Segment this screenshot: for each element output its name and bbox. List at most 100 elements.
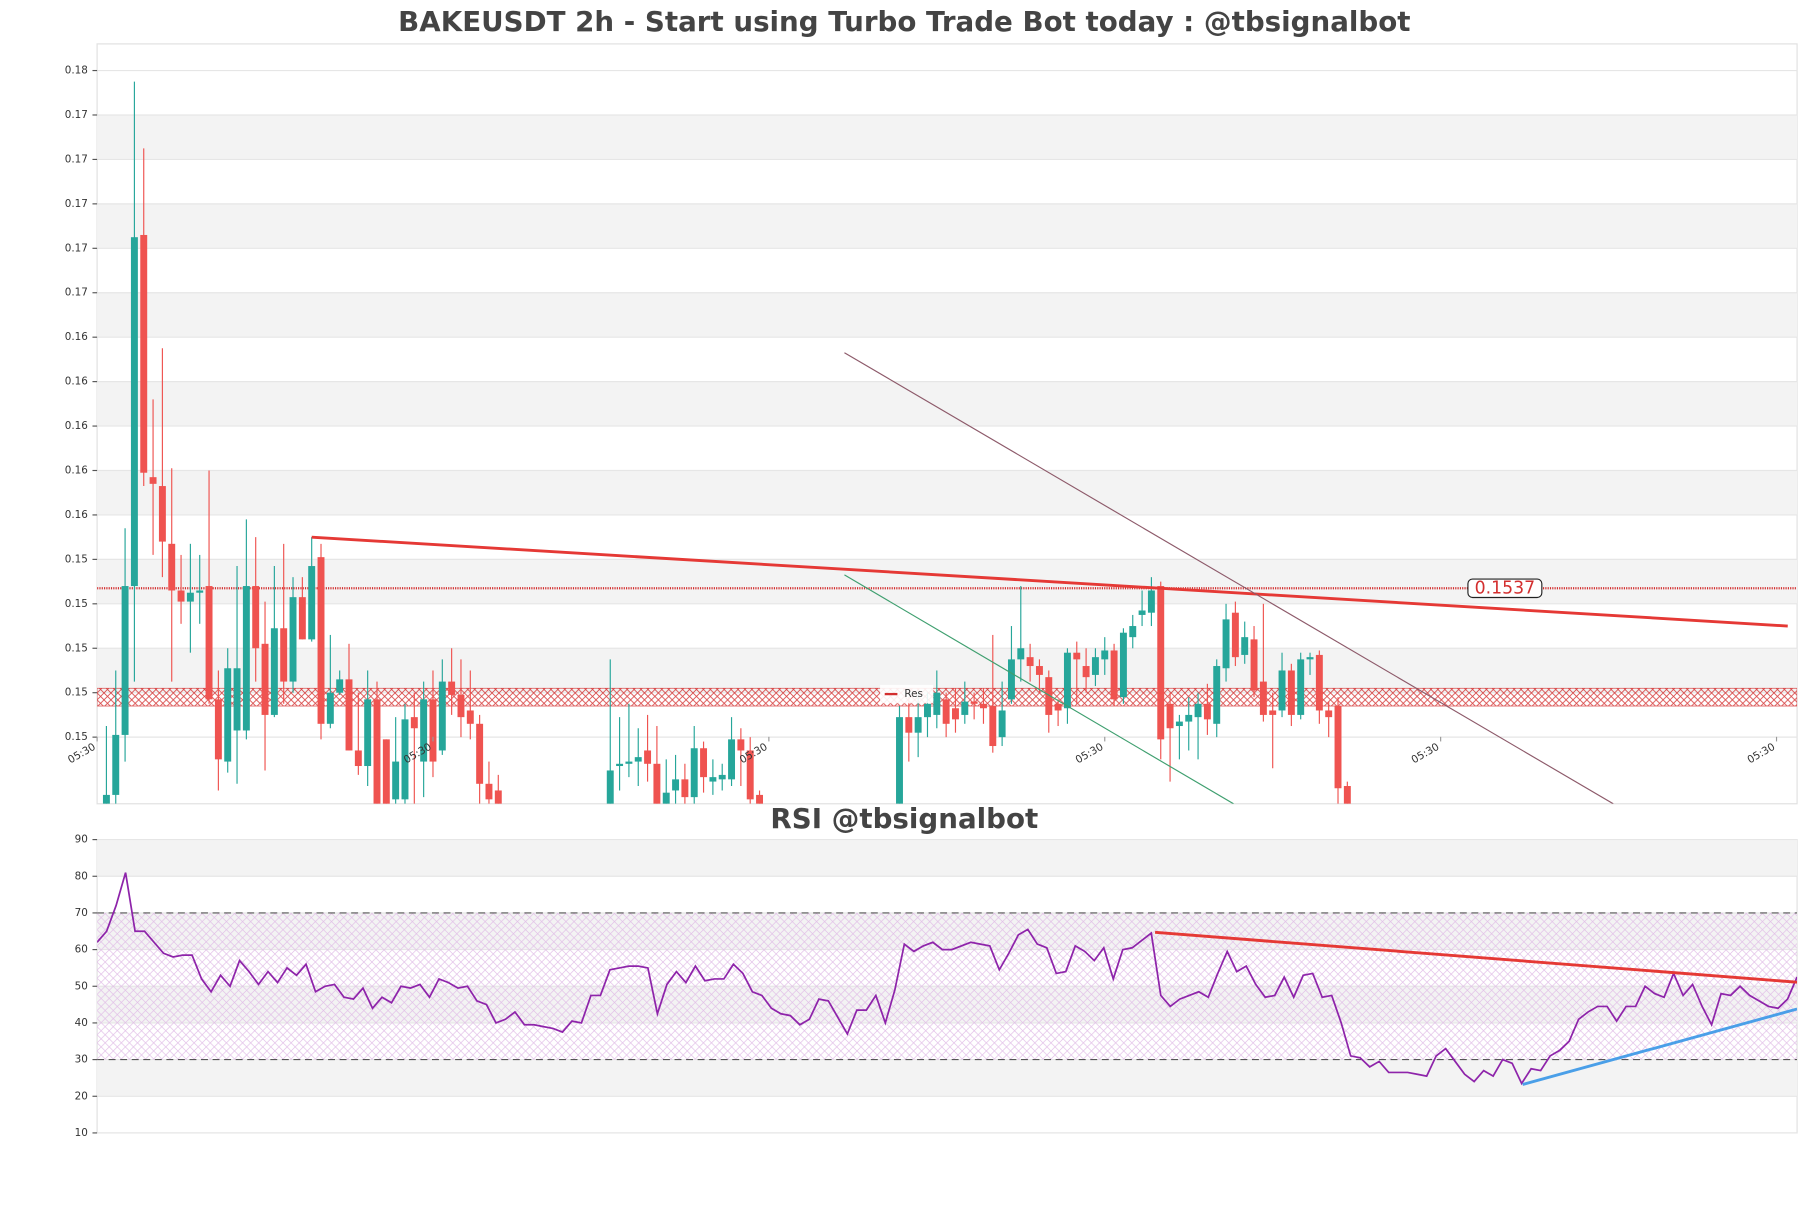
candle-body (1157, 586, 1165, 740)
candle-body (280, 628, 288, 682)
candle-body (1026, 657, 1034, 667)
trendline (844, 352, 1614, 804)
candle-body (242, 586, 250, 731)
candle-body (1082, 666, 1090, 678)
candle-body (364, 699, 372, 767)
candle-body (140, 234, 148, 473)
y-tick-label: 20 (75, 1090, 88, 1102)
candle-body (653, 763, 661, 804)
y-tick-label: 0.16 (65, 420, 88, 432)
candle-body (1343, 786, 1351, 804)
candle-body (158, 486, 166, 542)
candle-body (718, 774, 726, 780)
candle-body (1250, 639, 1258, 691)
y-tick-label: 0.16 (65, 376, 88, 388)
candle-body (345, 679, 353, 751)
candle-body (1222, 619, 1230, 669)
y-tick-label: 50 (75, 980, 88, 992)
candle-body (756, 794, 764, 804)
grid-band (97, 470, 1798, 515)
candle-body (102, 794, 110, 804)
candle-body (662, 792, 670, 804)
candle-body (644, 750, 652, 764)
candle-body (494, 790, 502, 804)
y-tick-label: 0.17 (65, 287, 88, 299)
candle-body (1007, 659, 1015, 700)
candle-body (1119, 632, 1127, 698)
candle-body (924, 703, 931, 718)
y-tick-label: 0.15 (65, 687, 88, 699)
y-tick-label: 0.17 (65, 153, 88, 165)
candle-body (1306, 657, 1314, 660)
candle-body (457, 694, 465, 718)
candle-body (914, 717, 922, 733)
candle-body (308, 566, 316, 640)
candle-body (989, 706, 997, 747)
candle-body (1334, 706, 1342, 789)
candle-body (196, 590, 204, 593)
candle-body (1166, 703, 1174, 729)
legend-label: Res (904, 688, 923, 700)
candle-body (112, 734, 120, 795)
candle-body (354, 750, 362, 767)
grid-band (97, 559, 1798, 604)
candle-body (1101, 650, 1109, 660)
candle-body (952, 708, 959, 720)
candle-body (961, 701, 969, 715)
candle-body (1259, 681, 1267, 715)
resistance-label: 0.1537 (1475, 578, 1536, 598)
trendline (1154, 930, 1798, 984)
candle-body (214, 699, 222, 760)
candle-body (317, 557, 325, 724)
y-tick-label: 0.18 (65, 65, 88, 77)
rsi-plot (97, 872, 1798, 1086)
legend-box (880, 684, 934, 704)
candle-body (252, 586, 260, 649)
y-tick-label: 90 (75, 834, 88, 846)
rsi-band (97, 912, 1798, 1060)
candle-body (1129, 626, 1137, 638)
candle-body (942, 699, 950, 724)
candle-body (1194, 703, 1202, 718)
candle-body (1045, 677, 1053, 715)
y-tick-label: 0.16 (65, 465, 88, 477)
chart-title: BAKEUSDT 2h - Start using Turbo Trade Bo… (398, 5, 1410, 38)
trendline (311, 535, 1788, 628)
candle-body (606, 770, 614, 804)
candle-body (905, 717, 913, 733)
candle-body (1110, 650, 1118, 700)
candle-body (979, 703, 987, 709)
candle-body (1035, 666, 1043, 675)
candle-body (485, 783, 493, 800)
grid-band (97, 381, 1798, 427)
candle-body (1063, 652, 1071, 709)
grid-band (97, 203, 1798, 249)
rsi-line (97, 872, 1798, 1086)
y-tick-label: 0.16 (65, 509, 88, 521)
candle-body (933, 692, 941, 715)
candle-body (1175, 721, 1183, 727)
y-tick-label: 0.17 (65, 242, 88, 254)
candle-body (233, 668, 241, 731)
resistance-label-box (1467, 578, 1543, 599)
candle-body (1315, 654, 1323, 711)
candle-body (373, 699, 381, 804)
candle-body (130, 237, 138, 587)
candle-body (690, 748, 698, 798)
candle-body (186, 592, 194, 602)
trendline (1522, 1007, 1798, 1086)
candle-body (1073, 652, 1081, 660)
candle-body (1269, 710, 1277, 715)
candle-body (625, 761, 633, 764)
candle-body (1054, 703, 1062, 711)
trendline (844, 574, 1234, 804)
y-tick-label: 0.15 (65, 598, 88, 610)
y-tick-label: 10 (75, 1127, 88, 1139)
y-tick-label: 40 (75, 1017, 88, 1029)
candle-body (1231, 612, 1239, 658)
candle-body (168, 543, 176, 591)
candle-body (401, 719, 409, 800)
candle-body (1278, 670, 1286, 711)
candle-body (149, 477, 157, 484)
